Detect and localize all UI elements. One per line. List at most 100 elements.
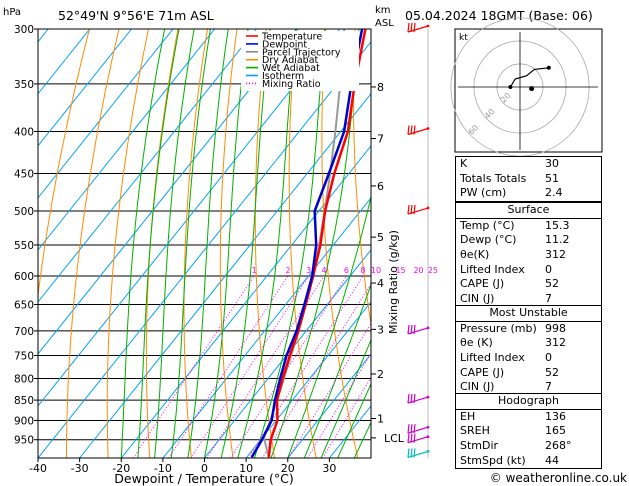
wet-adiabat-line [320,338,371,458]
mixing-ratio-tick-label: 25 [428,266,438,275]
row-label: Totals Totals [460,171,527,185]
table-row: Dewp (°C) 11.2 [456,233,601,248]
indices-panel: K 30 Totals Totals 51 PW (cm) 2.4 [455,156,602,203]
datetime-title: 05.04.2024 18GMT (Base: 06) [405,8,593,23]
mixing-ratio-tick-label: 1 [252,266,257,275]
wind-barbs [407,22,430,458]
row-value: 2.4 [545,186,563,200]
row-value: 0 [545,262,552,276]
wind-barb-flag [407,324,410,334]
wet-adiabat-line [187,29,229,458]
row-label: PW (cm) [460,186,507,200]
row-value: 44 [545,453,559,467]
row-value: 30 [545,157,559,170]
row-label: θe (K) [460,336,493,350]
dry-adiabat-line [254,29,276,458]
temperature-tick-label: -20 [112,462,130,475]
pressure-tick-label: 750 [14,350,34,362]
km-tick-label: 5 [377,231,384,244]
pressure-tick-label: 500 [14,206,34,218]
isotherm-line [38,29,299,355]
table-row: CIN (J) 7 [456,380,601,395]
dry-adiabat-line [66,29,120,458]
legend-label: Temperature [261,32,322,43]
location-title: 52°49'N 9°56'E 71m ASL [58,8,214,23]
row-label: CAPE (J) [460,277,505,291]
row-value: 268° [545,439,572,453]
wet-adiabat-line [237,29,297,458]
row-label: K [460,157,468,170]
dry-adiabat-line [145,29,179,458]
wind-barb-flag [413,125,416,135]
row-value: 15.3 [545,218,570,232]
pressure-unit-label: hPa [3,7,21,18]
row-label: Lifted Index [460,351,525,365]
temperature-tick-label: 20 [281,462,295,475]
row-value: 165 [545,424,566,438]
wet-adiabat-line [154,29,195,458]
mixing-ratio-tick-label: 8 [360,266,365,275]
wind-barb-flag [407,394,410,404]
isotherm-line [204,249,371,458]
temperature-tick-label: 0 [201,462,208,475]
table-row: CIN (J) 7 [456,292,601,307]
wind-barb-flag [410,424,413,434]
pressure-tick-label: 900 [14,415,34,427]
table-row: CAPE (J) 52 [456,277,601,292]
wind-barb-dot [426,326,430,330]
row-label: CIN (J) [460,292,495,306]
isotherm-line [38,29,216,251]
row-label: Temp (°C) [460,218,515,232]
row-label: CIN (J) [460,380,495,394]
table-row: CAPE (J) 52 [456,366,601,381]
row-value: 0 [545,351,552,365]
mixing-ratio-tick-label: 4 [322,266,327,275]
dry-adiabat-line [106,29,149,458]
pressure-tick-label: 850 [14,395,34,407]
pressure-tick-label: 950 [14,435,34,447]
isotherm-line [38,29,257,303]
table-row: StmDir 268° [456,439,601,454]
row-value: 998 [545,321,566,335]
isotherm-line [287,353,371,458]
legend-label: Isotherm [262,71,304,82]
wet-adiabat-line [270,29,360,458]
row-label: SREH [460,424,490,438]
wet-adiabat-line [303,283,371,458]
wind-barb-dot [426,425,430,429]
hodograph-unit: kt [459,33,468,43]
pressure-tick-label: 400 [14,127,34,139]
temperature-tick-label: -40 [29,462,47,475]
wind-barb-flag [410,22,413,33]
km-tick-label: 1 [377,412,384,425]
mixing-ratio-tick-label: 20 [413,266,423,275]
dry-adiabat-line [621,29,629,458]
lcl-label: LCL [384,432,405,445]
wind-barb-dot [426,127,430,130]
wet-adiabat-line [120,29,166,458]
hodograph-panel: Hodograph EH 136 SREH 165 StmDir 268° StmSpd (… [455,393,602,470]
wind-barb-flag [410,394,413,404]
isotherm-line [79,92,371,458]
km-tick-label: 6 [377,180,384,193]
isotherm-line [38,40,371,458]
row-label: EH [460,409,476,423]
row-label: StmDir [460,439,499,453]
wind-barb-flag [413,324,416,334]
temperature-tick-label: 30 [322,462,336,475]
wind-barb-flag [407,448,410,458]
table-row: θe(K) 312 [456,248,601,263]
wind-barb-flag [413,394,416,404]
wind-barb-dot [426,450,430,453]
table-row: θe (K) 312 [456,336,601,351]
table-row: Temp (°C) 15.3 [456,217,601,234]
wind-barb-dot [426,435,430,439]
wind-barb-flag [413,424,416,434]
storm-motion-marker [529,86,535,92]
mixing-ratio-line [287,322,371,458]
wind-barb-flag [407,125,410,135]
wet-adiabat-line [337,382,371,458]
mixing-ratio-line [261,283,371,458]
dry-adiabat-line [38,29,90,300]
